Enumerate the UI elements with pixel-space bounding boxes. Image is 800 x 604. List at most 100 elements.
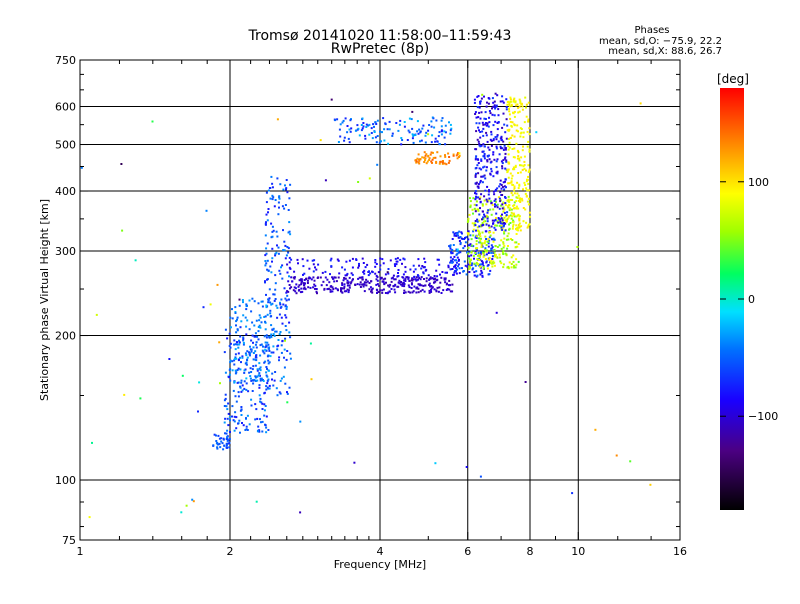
data-point: [134, 259, 137, 262]
data-point: [288, 298, 290, 301]
data-point: [254, 403, 257, 406]
data-point: [476, 247, 479, 250]
data-point: [362, 125, 365, 128]
data-point: [95, 313, 98, 316]
data-point: [475, 261, 478, 264]
data-point: [289, 352, 292, 355]
data-point: [418, 128, 421, 131]
data-point: [235, 357, 238, 360]
data-point: [359, 281, 362, 284]
data-point: [237, 381, 240, 384]
data-point: [485, 124, 488, 127]
data-point: [444, 154, 446, 157]
data-point: [520, 197, 523, 200]
data-point: [302, 287, 305, 290]
data-point: [302, 273, 304, 276]
data-point: [411, 127, 414, 130]
data-point: [491, 97, 494, 100]
data-point: [265, 334, 268, 337]
data-point: [363, 290, 366, 293]
data-point: [390, 288, 393, 290]
data-point: [300, 287, 303, 290]
data-point: [283, 348, 286, 351]
data-point: [480, 159, 483, 162]
data-point: [490, 202, 493, 205]
data-point: [261, 305, 264, 308]
data-point: [509, 198, 512, 201]
data-point: [493, 264, 496, 267]
data-point: [478, 122, 481, 125]
data-point: [404, 280, 407, 282]
data-point: [443, 162, 446, 165]
data-point: [255, 500, 258, 503]
data-point: [475, 181, 478, 184]
data-point: [499, 191, 502, 194]
data-point: [348, 141, 351, 144]
data-point: [517, 130, 519, 133]
data-point: [421, 156, 424, 159]
data-point: [269, 355, 272, 358]
data-point: [346, 125, 349, 127]
data-point: [259, 316, 262, 319]
data-point: [518, 110, 521, 113]
data-point: [480, 97, 483, 100]
data-point: [456, 153, 459, 156]
data-point: [368, 288, 371, 291]
data-point: [357, 266, 360, 269]
data-point: [245, 425, 248, 428]
data-point: [479, 102, 482, 105]
data-point: [361, 127, 364, 130]
data-point: [478, 129, 480, 132]
data-point: [501, 207, 504, 210]
data-point: [341, 284, 344, 286]
data-point: [451, 268, 454, 270]
data-point: [468, 213, 471, 216]
data-point: [259, 344, 262, 347]
data-point: [234, 353, 237, 356]
data-point: [264, 315, 267, 318]
data-point: [246, 350, 249, 353]
data-point: [463, 260, 466, 263]
data-point: [466, 232, 469, 235]
data-point: [151, 120, 154, 123]
data-point: [340, 290, 342, 292]
data-point: [453, 233, 456, 236]
data-point: [379, 264, 382, 267]
data-point: [476, 95, 479, 98]
data-point: [469, 204, 472, 207]
data-point: [505, 186, 507, 189]
data-point: [433, 281, 436, 284]
x-tick-label: 6: [464, 545, 471, 558]
data-point: [361, 283, 364, 286]
data-point: [239, 356, 241, 359]
data-point: [486, 122, 489, 125]
data-point: [279, 301, 281, 304]
data-point: [448, 121, 450, 124]
data-point: [481, 222, 484, 225]
data-point: [497, 217, 500, 219]
data-point: [423, 151, 426, 154]
data-point: [477, 183, 480, 186]
data-point: [528, 211, 531, 214]
data-point: [517, 229, 520, 232]
data-point: [528, 170, 531, 173]
data-point: [527, 140, 530, 143]
data-point: [528, 168, 531, 171]
data-point: [326, 278, 329, 281]
data-point: [284, 325, 287, 327]
data-point: [431, 134, 434, 137]
data-point: [492, 151, 495, 154]
data-point: [475, 204, 478, 207]
data-point: [307, 277, 310, 280]
data-point: [477, 162, 480, 164]
data-point: [521, 199, 524, 202]
data-point: [422, 266, 425, 269]
data-point: [507, 198, 510, 201]
data-point: [266, 278, 268, 281]
data-point: [259, 400, 262, 403]
data-point: [396, 257, 399, 260]
data-point: [412, 278, 415, 281]
data-point: [488, 197, 491, 200]
data-point: [233, 339, 236, 342]
data-point: [265, 293, 267, 296]
